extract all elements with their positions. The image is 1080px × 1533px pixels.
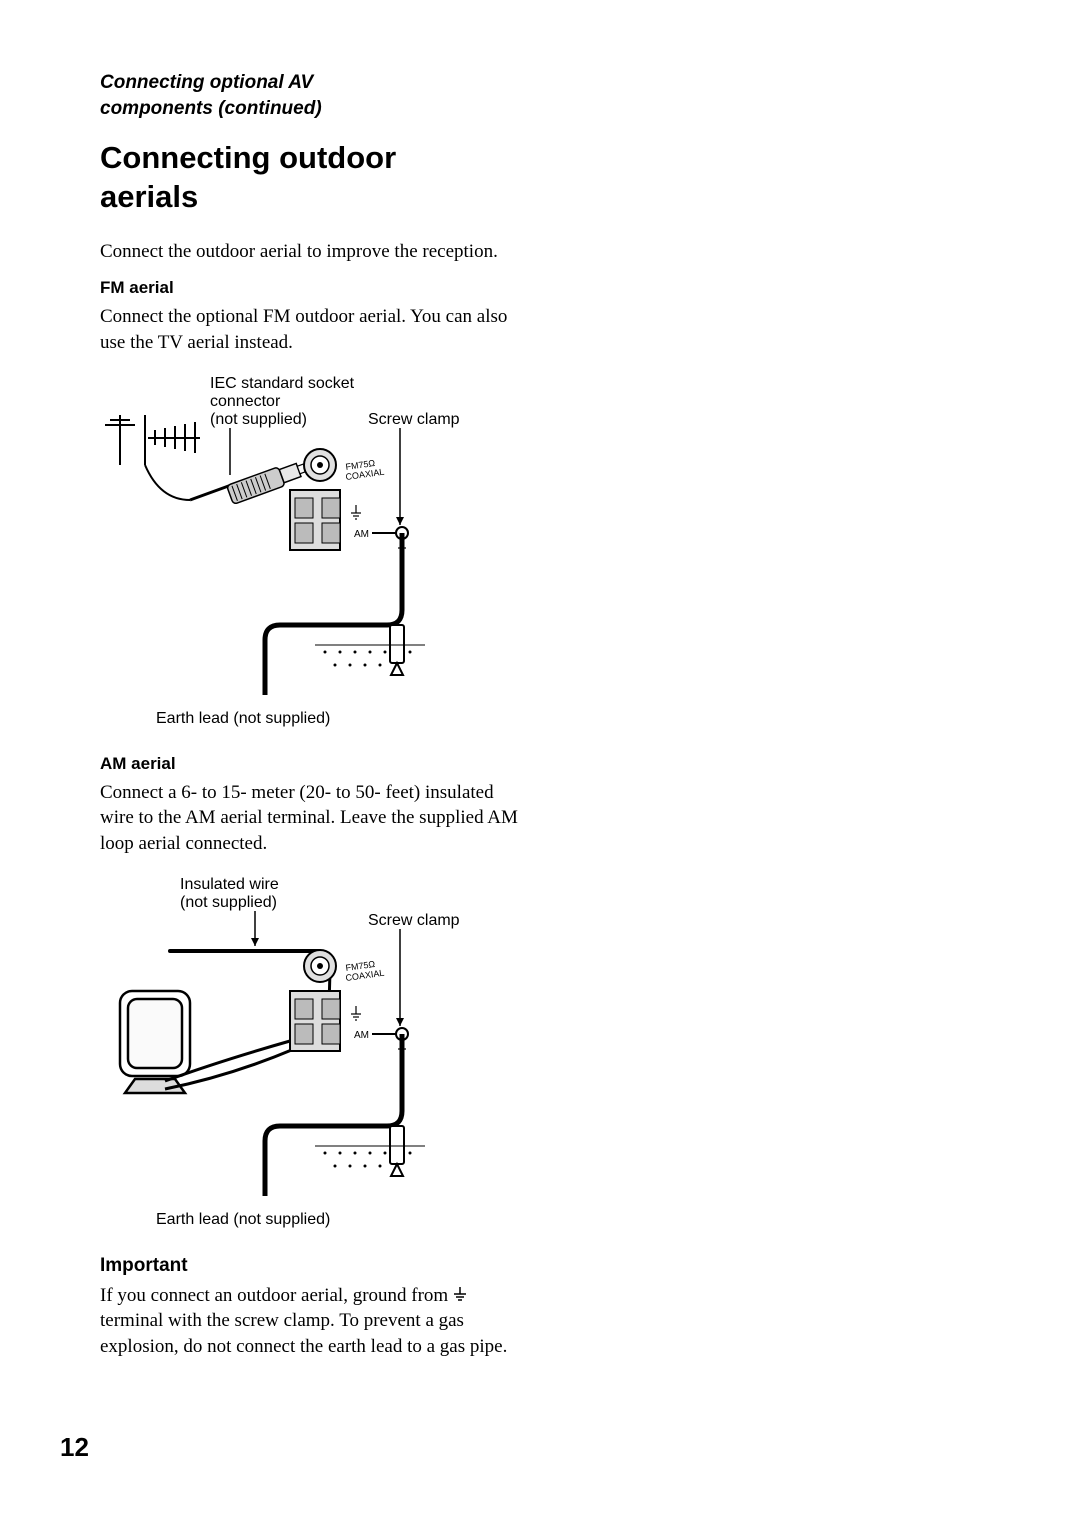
ground-symbol-icon [453,1287,467,1303]
intro-paragraph: Connect the outdoor aerial to improve th… [100,239,520,265]
am-heading: AM aerial [100,754,990,774]
fm-caption: Earth lead (not supplied) [156,710,990,728]
am-ground-lead [265,1028,425,1196]
am-label-ins2: (not supplied) [180,894,277,911]
cont-line-2: components (continued) [100,98,322,119]
important-heading: Important [100,1255,990,1277]
fm-label-screw: Screw clamp [368,411,460,428]
important-text: If you connect an outdoor aerial, ground… [100,1283,520,1360]
fm-label-iec1: IEC standard socket [210,375,355,392]
fm-text: Connect the optional FM outdoor aerial. … [100,304,520,355]
fm-label-am: AM [354,529,369,540]
am-label-ins1: Insulated wire [180,876,279,893]
am-label-screw: Screw clamp [368,912,460,929]
am-label-am: AM [354,1030,369,1041]
am-loop-icon [120,991,190,1093]
fm-terminal-panel: FM75Ω COAXIAL AM [290,449,385,550]
am-caption: Earth lead (not supplied) [156,1211,990,1229]
cont-line-1: Connecting optional AV [100,72,313,93]
fm-label-iec2: connector [210,393,281,410]
am-diagram: Insulated wire (not supplied) Screw clam… [100,871,990,1201]
fm-ground-lead [265,527,425,695]
fm-label-iec3: (not supplied) [210,411,307,428]
am-text: Connect a 6- to 15- meter (20- to 50- fe… [100,780,520,857]
title-line-1: Connecting outdoor [100,140,396,175]
outdoor-antenna-icon [105,415,200,500]
page-number: 12 [60,1432,89,1463]
title-line-2: aerials [100,179,198,214]
important-text-after: terminal with the screw clamp. To preven… [100,1310,507,1357]
section-continued-header: Connecting optional AV components (conti… [100,70,990,121]
am-terminal-panel: FM75Ω COAXIAL AM [290,950,385,1051]
page-title: Connecting outdoor aerials [100,139,990,217]
fm-diagram: IEC standard socket connector (not suppl… [100,370,990,700]
important-text-before: If you connect an outdoor aerial, ground… [100,1285,453,1306]
fm-heading: FM aerial [100,278,990,298]
